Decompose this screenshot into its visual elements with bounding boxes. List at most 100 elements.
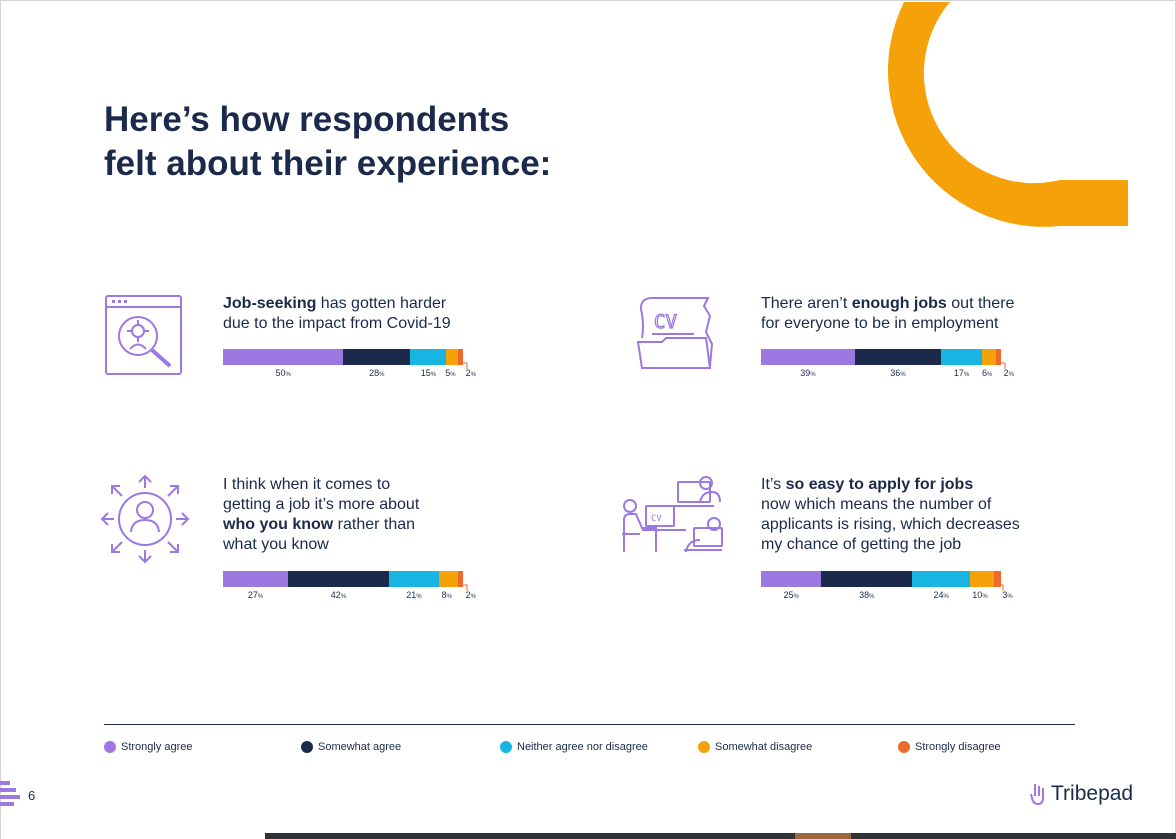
statement-text: rather than [333,516,416,533]
brand-logo: Tribepad [1030,782,1133,806]
label-leader-line [460,357,468,369]
bar-segment-neither [912,571,970,587]
bar-value-unit: % [470,594,476,600]
bar-value-number: 24 [933,590,944,600]
tribepad-hand-icon [1030,784,1044,806]
label-leader-line [998,357,1006,369]
statement-4: It’s so easy to apply for jobs now which … [761,475,1081,555]
bar-value-label: 28% [369,368,384,378]
bar-value-label: 2% [1004,368,1014,378]
statement-text: so easy to apply for jobs [785,476,974,493]
bar-segment-somewhat-disagree [969,571,994,587]
bar-value-number: 3 [1002,590,1008,600]
bar-value-unit: % [416,594,422,600]
bar-value-label: 21% [406,590,421,600]
statement-3: I think when it comes to getting a job it… [223,475,523,555]
bar-value-label: 25% [784,590,799,600]
bar-value-number: 25 [783,590,794,600]
bar-value-label: 50% [276,368,291,378]
title-line-1: Here’s how respondents [104,100,510,139]
statement-text: what you know [223,536,329,553]
bar-value-number: 10 [972,590,983,600]
bar-value-label: 39% [800,368,815,378]
legend-label: Neither agree nor disagree [517,741,648,753]
bar-segment-somewhat-agree [854,349,941,365]
legend-label: Strongly disagree [915,741,1001,753]
legend-somewhat-agree: Somewhat agree [301,741,401,753]
bar-value-unit: % [1007,594,1013,600]
bar-value-number: 28 [369,368,380,378]
statement-text: It’s [761,476,786,493]
bar-value-label: 17% [954,368,969,378]
bar-value-unit: % [869,594,875,600]
bar-value-number: 6 [982,368,988,378]
bar-segment-strongly-agree [223,571,288,587]
bar-value-label: 10% [972,590,987,600]
bar-value-label: 3% [1002,590,1012,600]
statement-text: out there [946,295,1015,312]
title-line-2: felt about their experience: [104,144,552,183]
bar-value-label: 24% [934,590,949,600]
bar-segment-neither [941,349,982,365]
statement-text: now which means the number of [761,496,992,513]
label-leader-line [460,579,468,591]
legend-strongly-disagree: Strongly disagree [898,741,1001,753]
search-window-icon [105,295,182,375]
legend-divider [104,724,1075,725]
bar-value-label: 15% [421,368,436,378]
bottom-strip [265,833,1176,839]
bar-value-number: 21 [406,590,417,600]
statement-text: due to the impact from Covid-19 [223,315,451,332]
statement-1: Job-seeking has gotten harder due to the … [223,294,523,334]
bar-value-unit: % [470,372,476,378]
bar-segment-strongly-agree [223,349,343,365]
bar-segment-somewhat-disagree [439,571,459,587]
legend-label: Somewhat agree [318,741,402,753]
bar-value-number: 8 [441,590,447,600]
bar-value-number: 2 [1003,368,1009,378]
bar-segment-neither [410,349,447,365]
bar-value-label: 42% [331,590,346,600]
bar-chart-2: 39% 36% 17% 6% 2% [761,349,1014,378]
bar-value-unit: % [1008,372,1014,378]
bar-value-number: 15 [420,368,431,378]
bar-value-number: 50 [275,368,286,378]
legend-dot [898,741,910,753]
bar-value-label: 2% [466,590,476,600]
bar-chart-3: 27% 42% 21% 8% 2% [223,571,476,600]
legend-dot [500,741,512,753]
legend-dot [104,741,116,753]
bar-segment-neither [388,571,439,587]
svg-text:CV: CV [654,311,677,333]
bar-value-label: 2% [466,368,476,378]
bar-value-number: 38 [859,590,870,600]
page-title: Here’s how respondents felt about their … [104,98,664,186]
legend-dot [698,741,710,753]
bar-value-label: 5% [445,368,455,378]
statement-text: I think when it comes to [223,476,391,493]
page-marker-icon [0,781,20,806]
bar-value-label: 27% [248,590,263,600]
statement-text: has gotten harder [316,295,447,312]
bar-segment-somewhat-disagree [446,349,459,365]
bar-segment-strongly-agree [761,571,821,587]
bar-value-unit: % [810,372,816,378]
statement-text: Job-seeking [223,295,317,312]
bar-value-label: 38% [859,590,874,600]
bar-value-label: 36% [890,368,905,378]
bar-value-unit: % [450,372,456,378]
bar-value-number: 27 [247,590,258,600]
network-person-icon [100,474,190,564]
legend-dot [301,741,313,753]
svg-text:CV: CV [651,514,662,524]
bar-segment-somewhat-agree [287,571,389,587]
bar-value-unit: % [340,594,347,600]
bottom-strip-segment [795,833,851,839]
bar-value-unit: % [430,372,437,378]
bar-chart-4: 25% 38% 24% 10% 3% [761,571,1013,600]
accent-arc [887,2,1128,227]
legend-label: Strongly agree [121,741,193,753]
bar-value-number: 42 [330,590,341,600]
bar-value-number: 2 [465,590,471,600]
bar-value-unit: % [982,594,988,600]
